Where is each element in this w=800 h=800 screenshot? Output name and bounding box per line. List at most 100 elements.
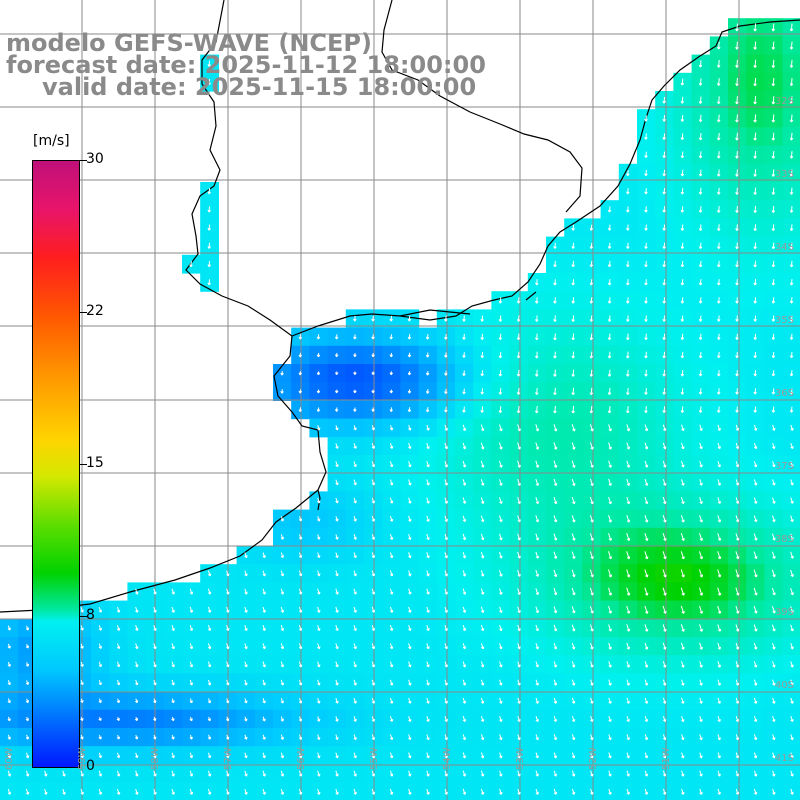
wind-arrow	[680, 406, 685, 413]
wind-arrow	[371, 461, 376, 468]
wind-arrow	[680, 333, 685, 341]
wind-arrow	[317, 697, 321, 704]
wind-arrow	[98, 606, 103, 613]
wind-arrow	[116, 734, 121, 740]
wind-arrow	[717, 388, 721, 395]
wind-arrow	[280, 552, 285, 559]
wind-arrow	[480, 661, 485, 668]
wind-arrow	[353, 570, 357, 577]
wind-arrow	[244, 716, 248, 722]
wind-arrow	[25, 680, 30, 686]
wind-arrow	[389, 788, 394, 795]
wind-arrow	[207, 679, 212, 686]
wind-arrow	[171, 643, 175, 650]
wind-arrow	[371, 443, 376, 449]
wind-arrow	[535, 387, 539, 396]
wind-arrow	[790, 479, 794, 486]
wind-arrow	[680, 260, 685, 268]
wind-arrow	[626, 679, 630, 686]
wind-arrow	[790, 661, 794, 668]
wind-arrow	[680, 497, 685, 505]
wind-arrow	[590, 661, 594, 668]
wind-arrow	[189, 698, 193, 704]
wind-arrow	[499, 697, 503, 704]
wind-arrow	[408, 643, 412, 650]
wind-arrow	[735, 442, 740, 450]
wind-arrow	[789, 351, 794, 359]
wind-arrow	[607, 315, 612, 322]
wind-arrow	[626, 587, 631, 596]
wind-arrow	[607, 387, 612, 396]
wind-arrow	[298, 770, 303, 777]
wind-arrow	[535, 679, 539, 686]
wind-arrow	[535, 497, 540, 505]
wind-arrow	[735, 370, 739, 377]
wind-arrow	[662, 224, 666, 231]
wind-arrow	[317, 552, 321, 559]
wind-arrow	[516, 387, 521, 395]
wind-arrow	[699, 734, 703, 741]
wind-arrow	[298, 698, 303, 704]
wind-arrow	[298, 679, 303, 686]
wind-arrow	[662, 661, 667, 668]
wind-arrow	[771, 587, 776, 596]
wind-arrow	[571, 224, 575, 231]
wind-arrow	[626, 387, 630, 395]
wind-arrow	[335, 643, 339, 650]
wind-arrow	[698, 351, 703, 359]
wind-arrow	[772, 424, 776, 431]
wind-arrow	[153, 716, 157, 722]
wind-arrow	[280, 752, 285, 759]
wind-arrow	[735, 23, 739, 32]
wind-arrow	[626, 605, 631, 614]
colorbar-tick-mark	[79, 160, 87, 161]
wind-arrow	[717, 587, 722, 596]
wind-arrow	[353, 679, 357, 686]
wind-arrow	[789, 78, 794, 87]
wind-arrow	[717, 479, 721, 486]
wind-arrow	[735, 224, 739, 232]
wind-arrow	[699, 752, 703, 759]
wind-arrow	[571, 279, 575, 286]
wind-arrow	[389, 443, 394, 449]
wind-arrow	[607, 333, 612, 341]
wind-arrow	[753, 642, 758, 650]
wind-arrow	[644, 715, 649, 723]
wind-arrow	[753, 114, 757, 123]
wind-arrow	[7, 770, 12, 777]
latitude-label: 41S	[774, 753, 794, 764]
wind-arrow	[353, 661, 357, 668]
wind-arrow	[535, 369, 539, 377]
wind-arrow	[298, 516, 303, 522]
wind-arrow	[735, 187, 739, 195]
wind-arrow	[608, 788, 612, 795]
wind-arrow	[717, 242, 721, 250]
wind-arrow	[680, 533, 685, 542]
wind-arrow	[517, 716, 521, 723]
wind-arrow	[772, 497, 776, 504]
wind-arrow	[644, 788, 649, 795]
wind-arrow	[335, 734, 339, 741]
wind-arrow	[753, 406, 757, 413]
wind-arrow	[753, 315, 757, 322]
wind-arrow	[353, 315, 357, 322]
wind-arrow	[371, 479, 376, 486]
wind-arrow	[680, 605, 685, 614]
wind-arrow	[717, 679, 721, 686]
wind-arrow	[680, 133, 685, 141]
wind-arrow	[680, 78, 685, 86]
wind-arrow	[717, 406, 721, 413]
wind-arrow	[517, 752, 521, 759]
wind-arrow	[753, 132, 757, 141]
wind-arrow	[189, 606, 194, 613]
wind-arrow	[680, 297, 685, 304]
wind-arrow	[498, 315, 503, 322]
wind-arrow	[444, 643, 448, 650]
wind-arrow	[335, 625, 339, 632]
wind-arrow	[626, 788, 630, 795]
wind-arrow	[444, 442, 448, 450]
wind-arrow	[444, 752, 448, 759]
wind-arrow	[589, 442, 594, 450]
wind-arrow	[408, 552, 412, 559]
wind-arrow	[535, 297, 539, 304]
